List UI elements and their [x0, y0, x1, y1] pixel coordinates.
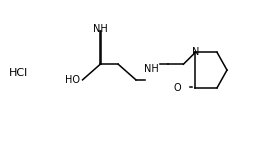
- Text: NH: NH: [93, 24, 108, 34]
- Text: HCl: HCl: [9, 69, 28, 78]
- Text: N: N: [192, 47, 200, 57]
- Text: HO: HO: [65, 75, 80, 85]
- Text: O: O: [173, 83, 181, 93]
- Text: NH: NH: [144, 64, 159, 74]
